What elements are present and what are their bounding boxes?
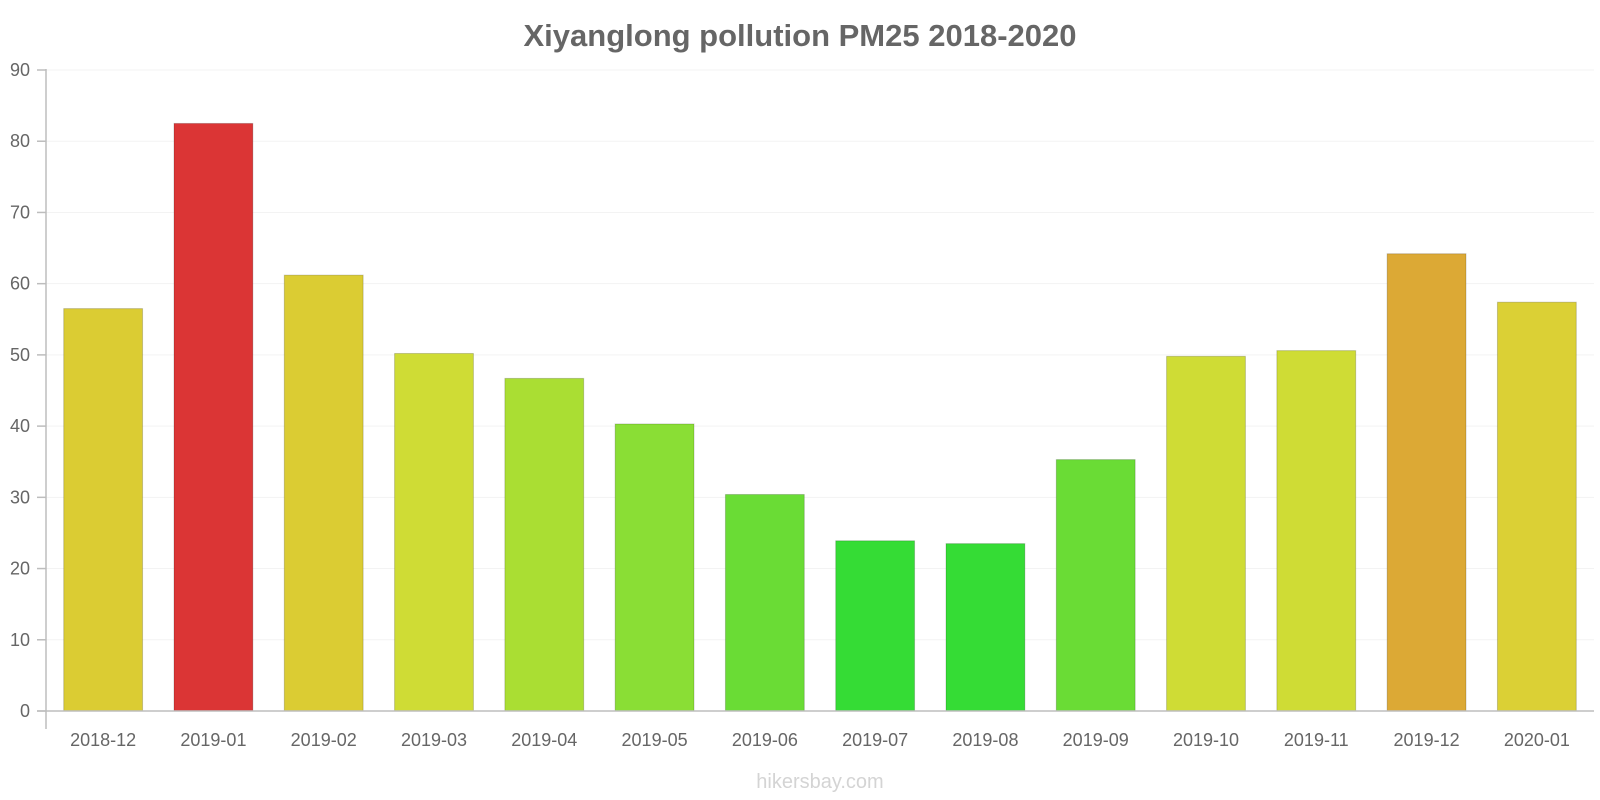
x-tick-label: 2019-02 [291, 730, 357, 750]
bar-2019-01[interactable] [173, 122, 254, 712]
bar-2019-11[interactable] [1276, 350, 1357, 712]
y-tick-label: 40 [10, 416, 30, 436]
x-tick-label: 2019-09 [1063, 730, 1129, 750]
x-axis-ticks: 2018-12 2019-01 2019-02 2019-03 2019-04 2019-… [70, 730, 1570, 750]
chart-title: Xiyanglong pollution PM25 2018-2020 [524, 18, 1077, 53]
bar-2018-12[interactable] [63, 308, 144, 712]
grid-lines [46, 69, 1594, 641]
y-tick-label: 60 [10, 274, 30, 294]
bar-2019-10[interactable] [1166, 355, 1246, 712]
bar-2019-08[interactable] [945, 543, 1026, 712]
y-tick-label: 30 [10, 487, 30, 507]
y-tick-label: 0 [20, 701, 30, 721]
x-tick-label: 2018-12 [70, 730, 136, 750]
y-tick-label: 70 [10, 202, 30, 222]
x-tick-label: 2019-05 [622, 730, 688, 750]
bar-2019-04[interactable] [504, 377, 585, 712]
y-tick-label: 90 [10, 60, 30, 80]
bar-2019-02[interactable] [283, 274, 364, 712]
x-tick-label: 2019-10 [1173, 730, 1239, 750]
bar-2019-05[interactable] [614, 423, 695, 712]
y-tick-label: 50 [10, 345, 30, 365]
watermark: hikersbay.com [756, 771, 883, 793]
y-axis-ticks: 0 10 20 30 40 50 60 70 80 90 [10, 60, 46, 721]
y-tick-label: 80 [10, 131, 30, 151]
x-tick-label: 2019-06 [732, 730, 798, 750]
x-tick-label: 2019-12 [1394, 730, 1460, 750]
x-tick-label: 2019-07 [842, 730, 908, 750]
y-tick-label: 20 [10, 559, 30, 579]
bar-2019-07[interactable] [835, 540, 916, 712]
bar-2019-12[interactable] [1386, 253, 1467, 712]
bar-2019-06[interactable] [724, 493, 805, 712]
x-tick-label: 2019-04 [511, 730, 577, 750]
x-tick-label: 2019-11 [1284, 730, 1349, 750]
x-tick-label: 2019-03 [401, 730, 467, 750]
bars [63, 122, 1577, 712]
bar-2019-03[interactable] [394, 352, 474, 712]
bar-2020-01[interactable] [1496, 301, 1577, 712]
x-tick-label: 2019-08 [952, 730, 1018, 750]
x-tick-label: 2020-01 [1504, 730, 1570, 750]
y-tick-label: 10 [10, 630, 30, 650]
x-tick-label: 2019-01 [180, 730, 246, 750]
bar-2019-09[interactable] [1055, 459, 1136, 712]
